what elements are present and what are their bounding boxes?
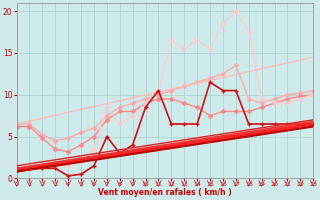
X-axis label: Vent moyen/en rafales ( km/h ): Vent moyen/en rafales ( km/h ) (98, 188, 232, 197)
